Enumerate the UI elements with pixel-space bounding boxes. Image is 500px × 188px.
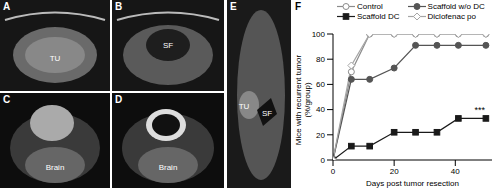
html-text:A: A — [3, 1, 11, 12]
svg-text:100: 100 — [312, 30, 326, 39]
svg-text:0: 0 — [331, 167, 336, 176]
html-text:TU: TU — [49, 53, 61, 63]
html-text:F: F — [295, 1, 302, 12]
svg-text:20: 20 — [316, 131, 325, 140]
html-text:D: D — [115, 94, 123, 105]
svg-text:Days post tumor resection: Days post tumor resection — [366, 179, 459, 188]
html-text:E: E — [230, 1, 237, 12]
svg-text:40: 40 — [451, 167, 460, 176]
html-text:SF: SF — [261, 108, 273, 118]
html-text:Brain: Brain — [158, 162, 178, 172]
svg-text:20: 20 — [390, 167, 399, 176]
html-text:Diclofenac po: Diclofenac po — [427, 12, 476, 21]
svg-text:60: 60 — [316, 80, 325, 89]
html-text:B: B — [115, 1, 123, 12]
svg-text:40: 40 — [316, 105, 325, 114]
html-text:SF: SF — [162, 40, 174, 50]
svg-text:Mice with recurrent tumor: Mice with recurrent tumor — [294, 55, 303, 146]
html-text:Brain: Brain — [45, 162, 65, 172]
html-text:C: C — [3, 94, 11, 105]
html-text:Scaffold DC: Scaffold DC — [357, 12, 400, 21]
html-text:Control: Control — [357, 2, 383, 11]
svg-text:0: 0 — [321, 156, 326, 165]
svg-text:80: 80 — [316, 55, 325, 64]
html-text:Scaffold w/o DC: Scaffold w/o DC — [427, 2, 485, 11]
html-text:TU: TU — [238, 101, 250, 111]
svg-text:***: *** — [475, 105, 486, 115]
svg-text:(%/group): (%/group) — [303, 82, 312, 117]
